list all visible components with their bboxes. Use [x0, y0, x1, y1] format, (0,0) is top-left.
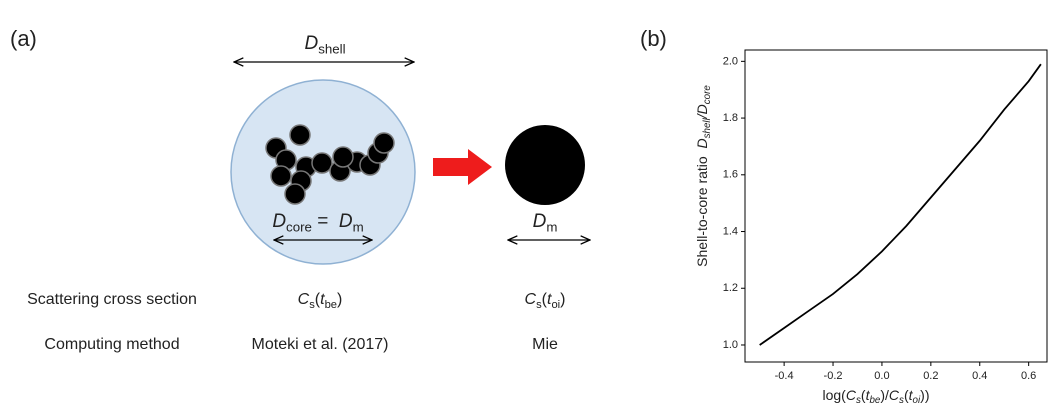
- y-tick-label: 1.8: [723, 112, 738, 124]
- text-part: D: [339, 211, 353, 232]
- x-tick-label: 0.2: [923, 370, 938, 382]
- x-tick-label: -0.2: [824, 370, 843, 382]
- text-part: D: [304, 33, 318, 54]
- text-part: Shell-to-core ratio: [694, 149, 710, 267]
- plot-frame: [745, 50, 1047, 362]
- rich-label: Cs(tbe): [298, 291, 343, 311]
- x-tick-label: 0.0: [874, 370, 889, 382]
- transform-arrow: [433, 149, 492, 185]
- subscript: shell: [702, 117, 713, 138]
- x-tick-label: 0.4: [972, 370, 987, 382]
- text-part: C: [525, 291, 537, 308]
- y-tick-label: 1.4: [723, 225, 738, 237]
- rich-label: Cs(toi): [525, 291, 566, 311]
- rich-label: Shell-to-core ratio Dshell/Dcore: [694, 85, 713, 267]
- method: Mie: [532, 336, 558, 353]
- text-part: ): [560, 291, 565, 308]
- rich-label: log(Cs(tbe)/Cs(toi)): [823, 387, 930, 403]
- text-part: ): [337, 291, 342, 308]
- subscript: be: [869, 395, 880, 403]
- subscript: core: [286, 219, 312, 234]
- method: Moteki et al. (2017): [252, 336, 389, 353]
- text-part: )): [920, 387, 929, 403]
- row-label: Scattering cross section: [27, 291, 197, 308]
- text-part: /D: [694, 104, 710, 119]
- text-part: D: [694, 138, 710, 148]
- rich-label: Dshell: [304, 33, 345, 56]
- x-tick-label: 0.6: [1021, 370, 1036, 382]
- rich-label: Dcore = Dm: [272, 211, 363, 234]
- text-part: C: [298, 291, 310, 308]
- y-tick-label: 1.2: [723, 282, 738, 294]
- x-tick-label: -0.4: [775, 370, 794, 382]
- text-part: =: [312, 211, 339, 232]
- subscript: core: [702, 85, 713, 105]
- subscript: m: [546, 219, 557, 234]
- subscript: shell: [318, 41, 345, 56]
- figure: (a) Scattering cross section Computing m…: [0, 0, 1049, 403]
- panel-label: (b): [640, 26, 667, 51]
- text-part: D: [272, 211, 286, 232]
- panel-label: (a): [10, 26, 37, 51]
- subscript: oi: [551, 299, 560, 311]
- subscript: be: [325, 299, 337, 311]
- text-part: D: [533, 211, 547, 232]
- mie-sphere: [505, 125, 585, 205]
- data-line: [760, 64, 1041, 345]
- text-part: )/: [880, 387, 889, 403]
- text-part: log(: [823, 387, 847, 403]
- subscript: m: [353, 219, 364, 234]
- y-tick-label: 2.0: [723, 55, 738, 67]
- y-tick-label: 1.6: [723, 169, 738, 181]
- y-tick-label: 1.0: [723, 339, 738, 351]
- rich-label: Dm: [533, 211, 558, 234]
- row-label: Computing method: [44, 336, 179, 353]
